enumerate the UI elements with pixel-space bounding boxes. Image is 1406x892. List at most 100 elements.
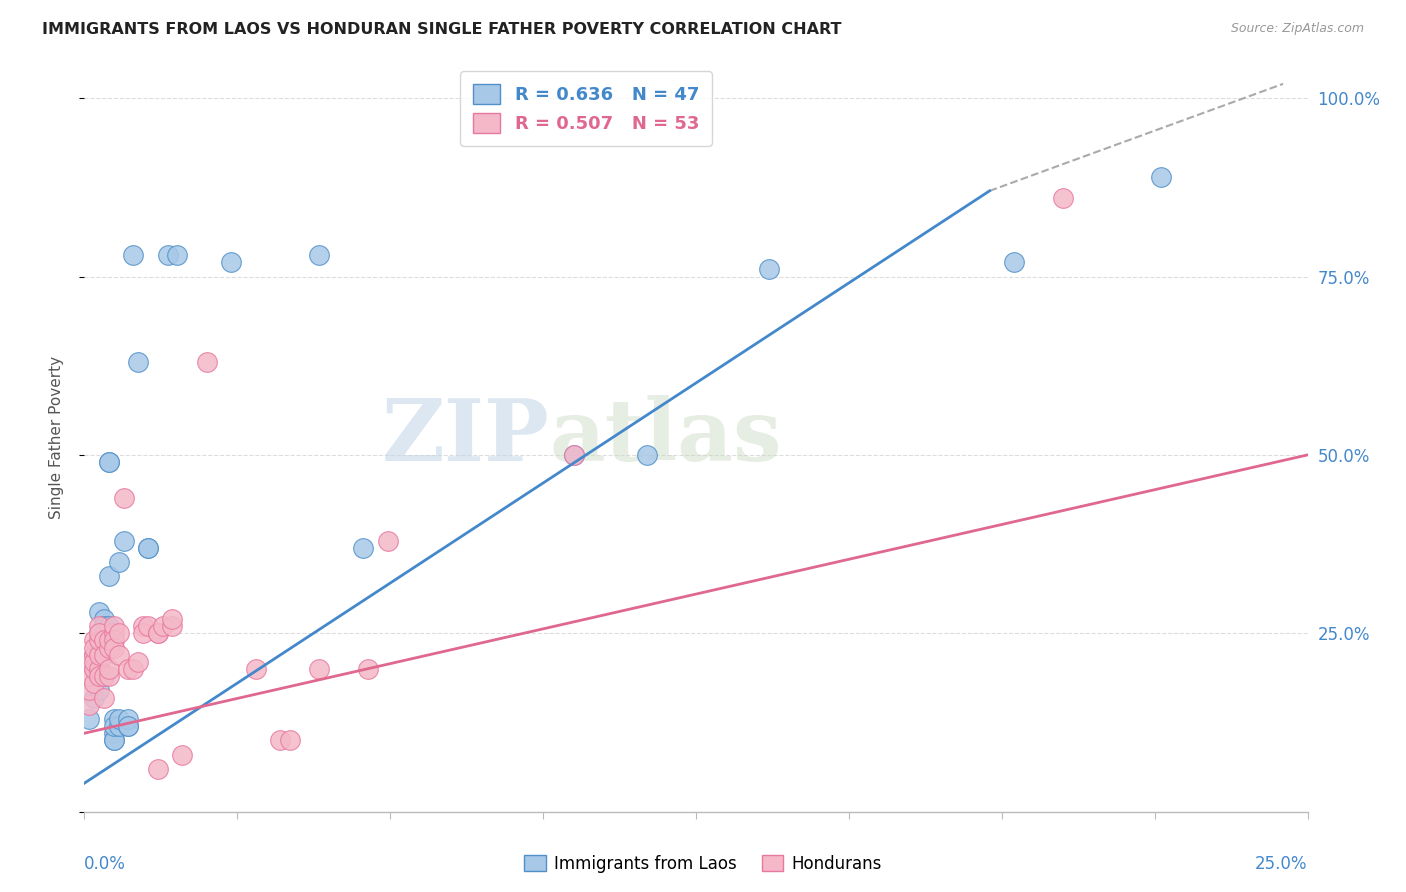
Text: Source: ZipAtlas.com: Source: ZipAtlas.com <box>1230 22 1364 36</box>
Point <box>107 555 129 569</box>
Point <box>562 448 585 462</box>
Point <box>146 626 169 640</box>
Point <box>87 662 110 676</box>
Point <box>117 719 139 733</box>
Point <box>103 640 125 655</box>
Point <box>127 655 149 669</box>
Point <box>107 712 129 726</box>
Point <box>83 676 105 690</box>
Point <box>636 448 658 462</box>
Text: IMMIGRANTS FROM LAOS VS HONDURAN SINGLE FATHER POVERTY CORRELATION CHART: IMMIGRANTS FROM LAOS VS HONDURAN SINGLE … <box>42 22 842 37</box>
Point <box>112 533 135 548</box>
Point <box>97 455 120 469</box>
Point <box>77 698 100 712</box>
Text: 0.0%: 0.0% <box>84 855 127 872</box>
Point <box>87 626 110 640</box>
Point <box>146 626 169 640</box>
Point <box>83 655 105 669</box>
Point <box>87 655 110 669</box>
Point <box>103 712 125 726</box>
Point <box>97 619 120 633</box>
Point <box>1052 191 1074 205</box>
Point <box>245 662 267 676</box>
Point <box>117 662 139 676</box>
Point <box>83 648 105 662</box>
Point <box>103 733 125 747</box>
Point <box>308 248 330 262</box>
Point <box>136 541 159 555</box>
Point <box>87 648 110 662</box>
Point <box>97 626 120 640</box>
Point <box>83 633 105 648</box>
Point <box>269 733 291 747</box>
Point <box>83 690 105 705</box>
Point <box>103 733 125 747</box>
Point <box>127 355 149 369</box>
Point <box>103 633 125 648</box>
Point <box>162 612 184 626</box>
Point <box>122 662 145 676</box>
Point <box>1002 255 1025 269</box>
Point <box>103 619 125 633</box>
Point <box>93 619 115 633</box>
Point <box>136 619 159 633</box>
Point <box>87 683 110 698</box>
Point <box>87 605 110 619</box>
Y-axis label: Single Father Poverty: Single Father Poverty <box>49 356 63 518</box>
Point <box>97 569 120 583</box>
Point <box>166 248 188 262</box>
Point <box>103 626 125 640</box>
Point <box>103 719 125 733</box>
Point <box>83 662 105 676</box>
Point <box>87 640 110 655</box>
Point <box>93 669 115 683</box>
Point <box>97 633 120 648</box>
Point <box>87 626 110 640</box>
Point <box>77 655 100 669</box>
Point <box>107 648 129 662</box>
Point <box>357 662 380 676</box>
Point <box>219 255 242 269</box>
Point <box>308 662 330 676</box>
Point <box>87 669 110 683</box>
Point <box>278 733 301 747</box>
Point <box>87 619 110 633</box>
Point <box>97 455 120 469</box>
Point <box>1150 169 1173 184</box>
Point <box>562 448 585 462</box>
Point <box>103 726 125 740</box>
Point <box>93 690 115 705</box>
Point <box>93 612 115 626</box>
Point <box>172 747 194 762</box>
Point <box>83 640 105 655</box>
Point <box>77 683 100 698</box>
Point <box>93 669 115 683</box>
Point <box>352 541 374 555</box>
Point <box>136 541 159 555</box>
Text: 25.0%: 25.0% <box>1256 855 1308 872</box>
Point <box>195 355 218 369</box>
Point <box>93 633 115 648</box>
Point <box>112 491 135 505</box>
Point <box>97 640 120 655</box>
Point <box>93 619 115 633</box>
Point <box>97 669 120 683</box>
Point <box>132 626 155 640</box>
Point <box>93 648 115 662</box>
Point <box>117 719 139 733</box>
Point <box>758 262 780 277</box>
Point <box>93 626 115 640</box>
Point <box>93 633 115 648</box>
Point <box>162 619 184 633</box>
Point <box>122 248 145 262</box>
Point <box>132 619 155 633</box>
Point <box>87 633 110 648</box>
Point <box>146 762 169 776</box>
Legend: Immigrants from Laos, Hondurans: Immigrants from Laos, Hondurans <box>517 848 889 880</box>
Point <box>83 662 105 676</box>
Point <box>152 619 174 633</box>
Point <box>107 626 129 640</box>
Text: ZIP: ZIP <box>381 395 550 479</box>
Point <box>156 248 179 262</box>
Text: atlas: atlas <box>550 395 782 479</box>
